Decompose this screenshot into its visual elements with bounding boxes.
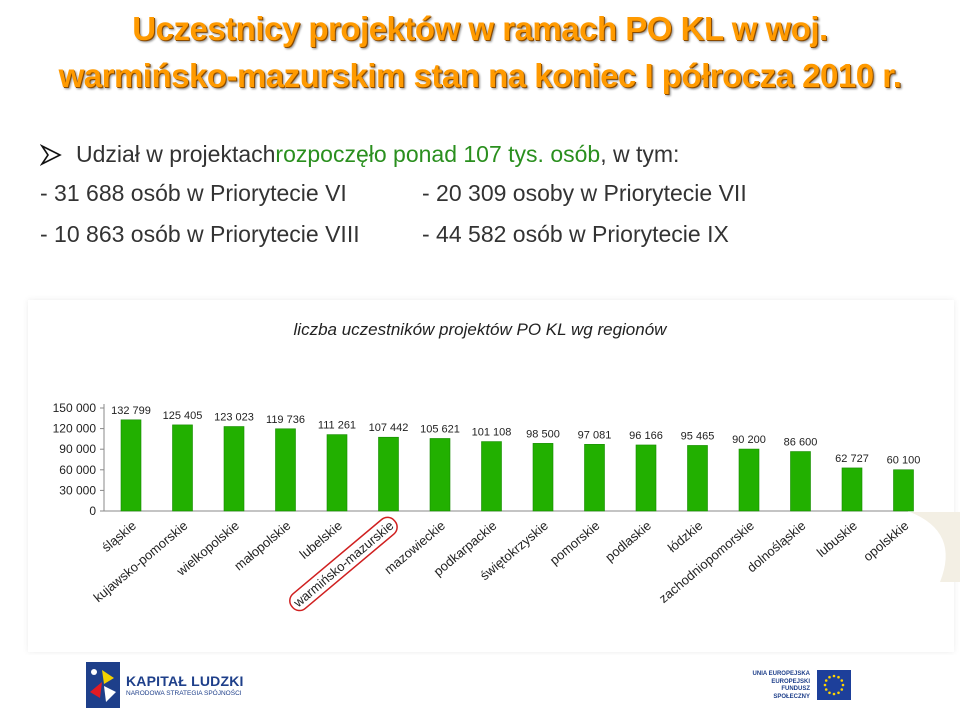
eu-line-3: FUNDUSZ SPOŁECZNY: [773, 686, 810, 700]
eu-star: [828, 691, 831, 695]
summary-suffix: , w tym:: [600, 141, 680, 167]
bar: [326, 434, 348, 512]
category-label: podlaskie: [602, 518, 654, 565]
category-label: łódzkie: [665, 518, 706, 556]
data-label: 62 727: [835, 453, 869, 465]
footer: [0, 655, 960, 717]
arrow-bullet-icon: [40, 143, 62, 166]
data-label: 60 100: [887, 455, 921, 467]
eu-line-1: UNIA EUROPEJSKA: [752, 671, 810, 677]
kapital-ludzki-logo: [86, 662, 120, 708]
summary-highlight: rozpoczęło ponad 107 tys. osób: [275, 141, 601, 167]
priority-ix-line: - 44 582 osób w Priorytecie IX: [422, 221, 729, 247]
eu-star: [841, 683, 845, 687]
data-label: 125 405: [163, 410, 203, 422]
priority-viii-line: - 10 863 osób w Priorytecie VIII: [40, 221, 360, 247]
y-tick-label: 120 000: [53, 422, 97, 436]
data-label: 90 200: [732, 434, 766, 446]
bar: [790, 451, 811, 512]
summary-prefix: Udział w projektach: [76, 141, 276, 167]
y-tick-label: 90 000: [59, 442, 96, 456]
eu-flag-icon: [817, 670, 851, 700]
eu-star: [837, 691, 840, 695]
eu-star: [832, 674, 836, 678]
eu-star: [824, 679, 828, 682]
category-label: śląskie: [99, 518, 139, 555]
chart-title: liczba uczestników projektów PO KL wg re…: [293, 320, 667, 339]
decorative-shape: [910, 512, 960, 582]
bar: [481, 441, 502, 512]
data-label: 119 736: [266, 414, 305, 426]
summary-bullet: Udział w projektach rozpoczęło ponad 107…: [40, 141, 679, 168]
category-label: lubelskie: [297, 518, 345, 562]
category-label: zachodniopomorskie: [656, 518, 757, 606]
kl-name: KAPITAŁ LUDZKI: [126, 673, 244, 689]
y-tick-label: 60 000: [59, 463, 96, 477]
y-axis: 0 30 000 60 000 90 000 120 000 150 000: [53, 401, 908, 518]
eu-star: [837, 675, 840, 679]
priority-vii-line: - 20 309 osoby w Priorytecie VII: [422, 180, 747, 206]
bar: [223, 426, 245, 512]
data-label: 95 465: [681, 430, 715, 442]
bar: [893, 469, 914, 512]
category-label: lubuskie: [814, 518, 860, 560]
kl-subtitle: NARODOWA STRATEGIA SPÓJNOŚCI: [126, 690, 242, 697]
bar: [532, 443, 554, 512]
data-label: 86 600: [784, 437, 818, 449]
highlight-ellipse: [289, 516, 398, 612]
category-label: pomorskie: [547, 518, 603, 568]
bars: [120, 419, 914, 512]
eu-star: [840, 679, 844, 682]
bar: [635, 444, 657, 512]
y-tick-label: 30 000: [59, 483, 96, 497]
bar: [687, 445, 708, 512]
eu-caption: UNIA EUROPEJSKA EUROPEJSKI FUNDUSZ SPOŁE…: [748, 671, 810, 701]
bar: [738, 448, 760, 512]
category-label: kujawsko-pomorskie: [91, 518, 191, 605]
eu-line-2: EUROPEJSKI: [771, 678, 810, 685]
bar: [120, 419, 142, 512]
data-label: 123 023: [214, 412, 254, 424]
y-tick-label: 0: [89, 504, 96, 518]
bar: [841, 467, 863, 512]
eu-star: [840, 688, 844, 691]
data-label: 105 621: [420, 423, 460, 435]
data-label: 98 500: [526, 428, 560, 440]
data-label: 97 081: [578, 429, 612, 441]
y-tick-label: 150 000: [53, 401, 97, 415]
priority-vi-line: - 31 688 osób w Priorytecie VI: [40, 180, 347, 206]
eu-star: [823, 683, 827, 687]
data-label: 132 799: [111, 405, 151, 417]
category-label: warmińsko-mazurskie: [290, 518, 397, 611]
data-label: 101 108: [472, 427, 512, 439]
eu-star: [828, 675, 831, 679]
bar: [584, 444, 605, 512]
slide-title-line-1: Uczestnicy projektów w ramach PO KL w wo…: [132, 10, 828, 47]
eu-star: [824, 688, 828, 691]
category-label: małopolskie: [231, 518, 293, 574]
data-label: 96 166: [629, 430, 663, 442]
data-label: 107 442: [369, 422, 409, 434]
data-label: 111 261: [318, 420, 356, 432]
value-labels: 132 799 125 405 123 023 119 736 111 261 107 4…: [111, 405, 920, 467]
bar: [275, 428, 296, 512]
category-labels: śląskiekujawsko-pomorskiewielkopolskiema…: [91, 516, 911, 612]
slide-title-line-2: warmińsko-mazurskim stan na koniec I pół…: [58, 57, 902, 94]
bar: [429, 438, 451, 512]
bar: [172, 424, 193, 512]
eu-star: [832, 692, 836, 696]
bar: [378, 436, 399, 512]
category-label: opolskkie: [860, 518, 911, 564]
